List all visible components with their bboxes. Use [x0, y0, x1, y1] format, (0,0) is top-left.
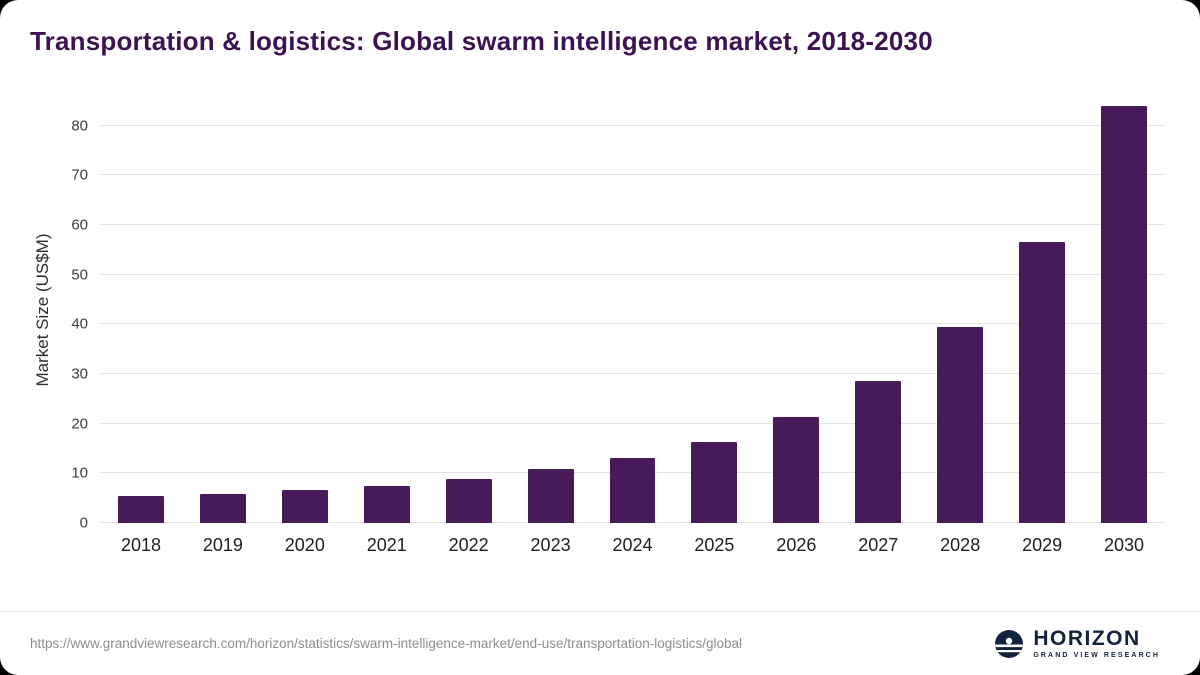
bar-2029 — [1019, 242, 1066, 523]
source-url: https://www.grandviewresearch.com/horizo… — [30, 636, 743, 651]
y-tick-label-50: 50 — [71, 266, 88, 284]
bar-group-2023 — [510, 96, 592, 523]
y-tick-label-40: 40 — [71, 315, 88, 333]
plot-area — [100, 96, 1165, 523]
bar-group-2027 — [837, 96, 919, 523]
bar-group-2028 — [919, 96, 1001, 523]
bar-group-2020 — [264, 96, 346, 523]
bar-2030 — [1101, 105, 1147, 523]
bar-2020 — [281, 490, 328, 523]
bar-group-2018 — [100, 96, 182, 523]
bar-2023 — [527, 469, 574, 523]
bar-group-2021 — [346, 96, 428, 523]
y-tick-label-60: 60 — [71, 216, 88, 234]
gridline-50 — [100, 273, 1165, 275]
gridline-70 — [100, 174, 1165, 176]
logo-title: HORIZON — [1033, 627, 1141, 650]
y-tick-label-30: 30 — [71, 365, 88, 383]
bar-group-2019 — [182, 96, 264, 523]
y-tick-label-70: 70 — [71, 166, 88, 184]
x-label-2022: 2022 — [448, 534, 489, 555]
chart-title: Transportation & logistics: Global swarm… — [30, 26, 933, 56]
gridline-60 — [100, 224, 1165, 226]
bar-group-2025 — [673, 96, 755, 523]
x-axis-labels: 2018 2019 2020 2021 2022 2023 2024 2025 2026 2027… — [100, 523, 1165, 567]
y-tick-label-20: 20 — [71, 415, 88, 433]
bar-group-2024 — [592, 96, 674, 523]
y-axis-title: Market Size (US$M) — [28, 96, 58, 523]
y-tick-label-80: 80 — [71, 117, 88, 135]
bar-2027 — [855, 380, 902, 523]
bar-group-2022 — [428, 96, 510, 523]
x-label-2018: 2018 — [120, 534, 161, 555]
logo-subtitle: GRAND VIEW RESEARCH — [1033, 652, 1160, 659]
y-tick-label-0: 0 — [79, 514, 88, 532]
bar-2024 — [609, 457, 656, 523]
bar-group-2029 — [1001, 96, 1083, 523]
x-label-2026: 2026 — [776, 534, 817, 555]
gridline-30 — [100, 373, 1165, 375]
x-label-2028: 2028 — [940, 534, 981, 555]
y-tick-label-10: 10 — [71, 464, 88, 482]
bar-2021 — [363, 486, 410, 523]
bar-group-2026 — [755, 96, 837, 523]
logo-text: HORIZON GRAND VIEW RESEARCH — [1033, 628, 1160, 659]
y-axis-ticks: 0 10 20 30 40 50 60 70 80 — [58, 96, 100, 531]
x-label-2019: 2019 — [202, 534, 243, 555]
x-label-2021: 2021 — [366, 534, 407, 555]
horizon-logo: HORIZON GRAND VIEW RESEARCH — [994, 628, 1160, 659]
bar-2018 — [118, 496, 164, 523]
bar-2022 — [445, 478, 492, 523]
x-label-2020: 2020 — [284, 534, 325, 555]
gridline-80 — [100, 124, 1165, 126]
x-label-2029: 2029 — [1022, 534, 1063, 555]
gridline-40 — [100, 323, 1165, 325]
x-label-2024: 2024 — [612, 534, 653, 555]
bar-2028 — [937, 326, 984, 523]
bar-chart: Market Size (US$M) 0 10 20 30 40 50 60 70 80 201… — [28, 96, 1165, 567]
y-axis-title-text: Market Size (US$M) — [33, 232, 52, 387]
bar-2025 — [691, 441, 738, 523]
bars-container — [100, 96, 1165, 523]
bar-2019 — [199, 493, 246, 523]
bar-2026 — [773, 416, 820, 523]
x-label-2025: 2025 — [694, 534, 735, 555]
gridline-20 — [100, 422, 1165, 424]
x-label-2027: 2027 — [858, 534, 899, 555]
bar-group-2030 — [1083, 96, 1165, 523]
horizon-logo-icon — [995, 629, 1024, 658]
x-label-2030: 2030 — [1104, 534, 1145, 555]
footer: https://www.grandviewresearch.com/horizo… — [0, 611, 1200, 675]
x-label-2023: 2023 — [530, 534, 571, 555]
